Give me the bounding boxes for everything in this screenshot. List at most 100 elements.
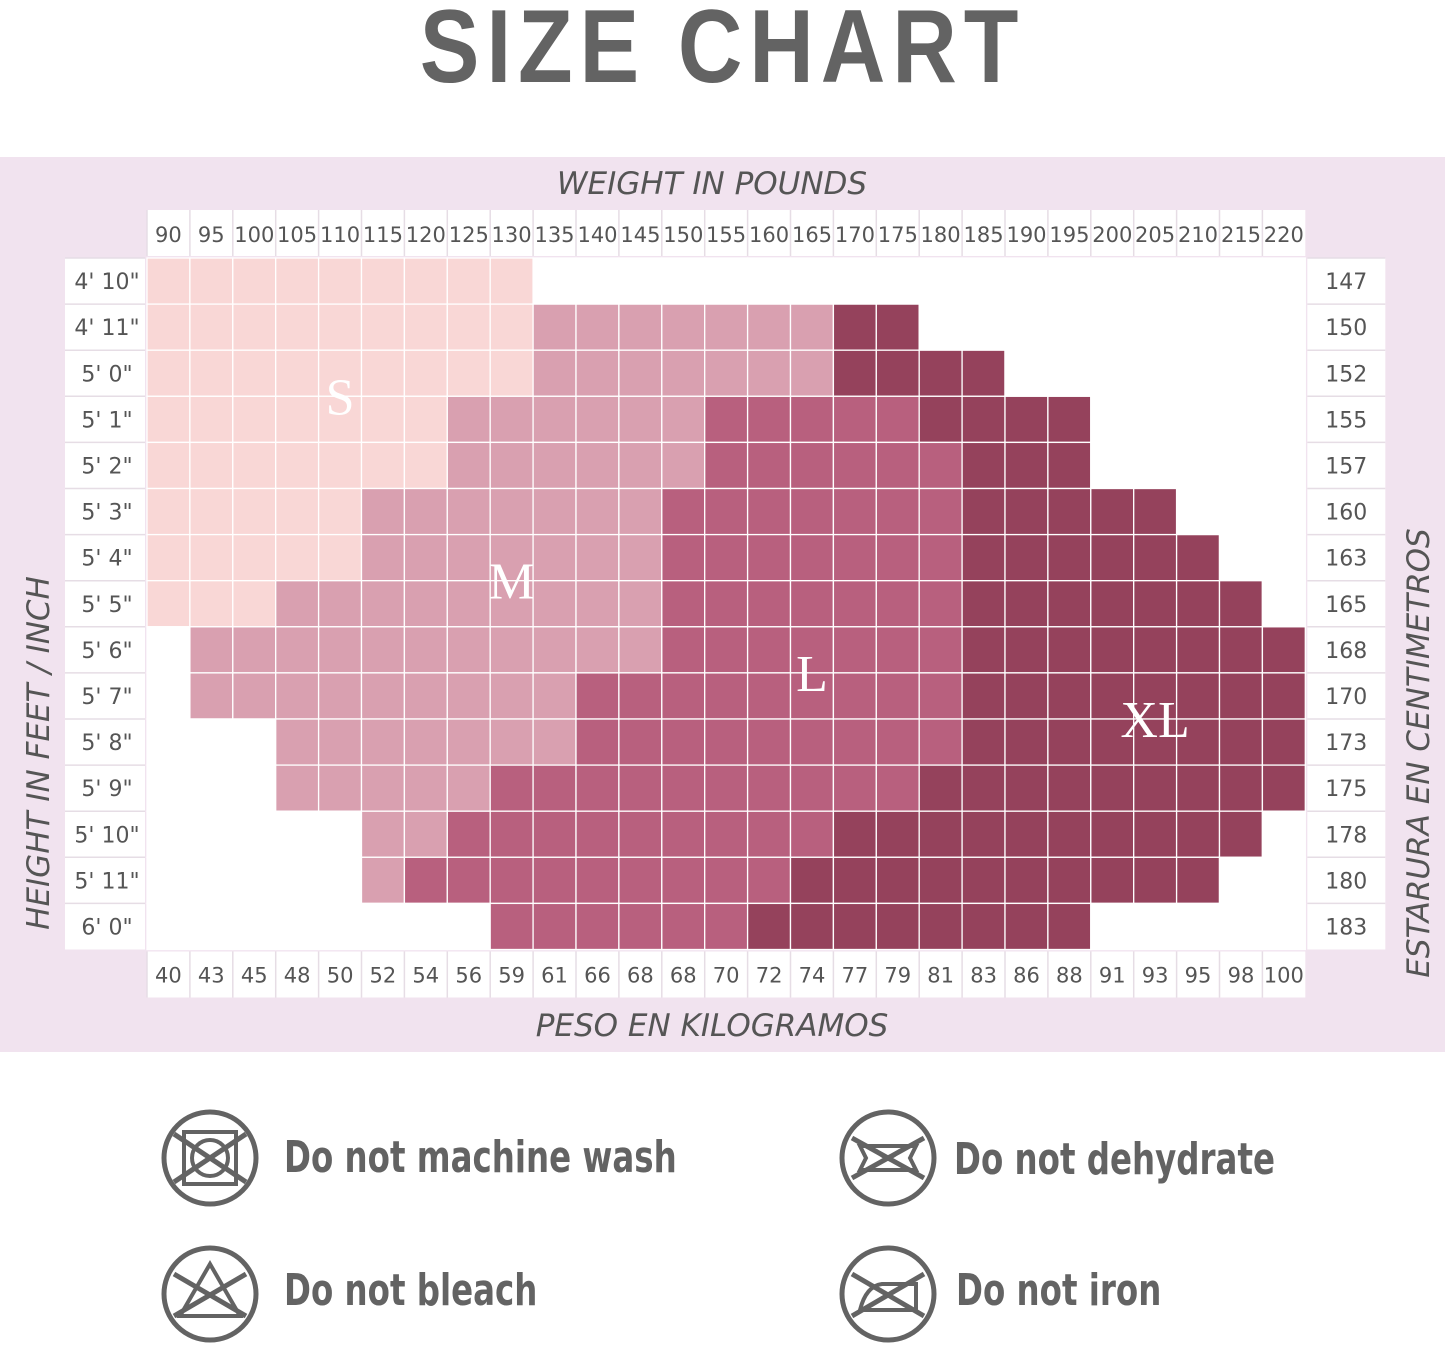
grid-cell (1133, 395, 1178, 444)
grid-cell (746, 395, 792, 444)
weight-kg-tick: 45 (241, 964, 268, 988)
grid-cell (275, 856, 320, 905)
grid-cell (918, 902, 963, 951)
grid-cell (403, 441, 448, 490)
grid-cell (532, 487, 577, 536)
grid-cell (403, 257, 448, 305)
grid-cell (1047, 672, 1092, 720)
grid-cell (575, 902, 620, 951)
height-ft-tick: 5' 0" (81, 362, 132, 387)
grid-cell (1133, 902, 1178, 951)
grid-cell (704, 902, 749, 951)
grid-cell (918, 257, 963, 305)
grid-cell (532, 764, 577, 812)
weight-kg-tick: 52 (370, 964, 397, 988)
grid-cell (146, 764, 191, 812)
grid-cell (1175, 902, 1221, 951)
grid-cell (575, 810, 620, 858)
grid-cell (832, 856, 877, 905)
grid-cell (446, 303, 491, 351)
grid-cell (446, 395, 491, 444)
grid-cell (360, 718, 406, 766)
grid-cell (618, 580, 663, 628)
grid-cell (789, 764, 835, 812)
grid-cell (275, 764, 320, 812)
grid-cell (489, 533, 534, 582)
height-cm-tick: 150 (1325, 316, 1367, 341)
height-ft-tick: 5' 1" (81, 408, 132, 433)
grid-cell (789, 349, 835, 397)
grid-cell (575, 441, 620, 490)
grid-cell (746, 856, 792, 905)
grid-cell (661, 764, 706, 812)
no-bleach-icon (161, 1245, 259, 1343)
grid-cell (918, 672, 963, 720)
grid-cell (232, 533, 277, 582)
weight-lb-tick: 95 (198, 223, 225, 247)
grid-cell (661, 718, 706, 766)
grid-cell (1218, 902, 1264, 951)
grid-cell (704, 856, 749, 905)
grid-cell (789, 580, 835, 628)
grid-cell (1261, 257, 1306, 305)
grid-cell (875, 257, 920, 305)
grid-cell (789, 902, 835, 951)
grid-cell (1261, 672, 1306, 720)
grid-cell (403, 856, 448, 905)
weight-lb-tick: 155 (706, 223, 746, 247)
grid-cell (1175, 441, 1221, 490)
grid-cell (403, 487, 448, 536)
grid-cell (875, 902, 920, 951)
grid-cell (746, 349, 792, 397)
x-axis-label-top: WEIGHT IN POUNDS (557, 166, 867, 202)
grid-cell (832, 764, 877, 812)
grid-cell (661, 672, 706, 720)
grid-cell (875, 533, 920, 582)
grid-cell (704, 257, 749, 305)
grid-cell (1004, 533, 1049, 582)
grid-cell (403, 902, 448, 951)
weight-kg-tick: 79 (884, 964, 911, 988)
grid-cell (704, 764, 749, 812)
grid-cell (575, 718, 620, 766)
grid-cell (746, 533, 792, 582)
grid-cell (1218, 580, 1264, 628)
grid-cell (1133, 303, 1178, 351)
weight-lb-tick: 170 (835, 223, 875, 247)
weight-kg-tick: 68 (670, 964, 697, 988)
grid-cell (489, 856, 534, 905)
grid-cell (1090, 441, 1135, 490)
grid-cell (704, 718, 749, 766)
grid-cell (317, 672, 363, 720)
grid-cell (618, 672, 663, 720)
grid-cell (1004, 257, 1049, 305)
grid-cell (1004, 303, 1049, 351)
weight-lb-tick: 130 (492, 223, 532, 247)
grid-cell (446, 902, 491, 951)
weight-kg-tick: 86 (1013, 964, 1040, 988)
grid-cell (489, 672, 534, 720)
grid-cell (1090, 626, 1135, 674)
grid-cell (189, 441, 234, 490)
grid-cell (661, 902, 706, 951)
grid-cell (446, 580, 491, 628)
height-ft-tick: 5' 3" (81, 501, 132, 526)
grid-cell (532, 902, 577, 951)
grid-cell (704, 349, 749, 397)
grid-cell (1090, 487, 1135, 536)
grid-cell (789, 487, 835, 536)
grid-cell (618, 533, 663, 582)
grid-cell (489, 349, 534, 397)
height-cm-tick: 152 (1325, 362, 1367, 387)
grid-cell (1090, 303, 1135, 351)
size-label-M: M (488, 554, 534, 611)
height-ft-tick: 5' 10" (74, 823, 139, 848)
grid-cell (918, 626, 963, 674)
grid-cell (575, 257, 620, 305)
grid-cell (618, 764, 663, 812)
grid-cell (446, 487, 491, 536)
grid-cell (832, 672, 877, 720)
grid-cell (832, 810, 877, 858)
grid-cell (275, 533, 320, 582)
grid-cell (1004, 441, 1049, 490)
